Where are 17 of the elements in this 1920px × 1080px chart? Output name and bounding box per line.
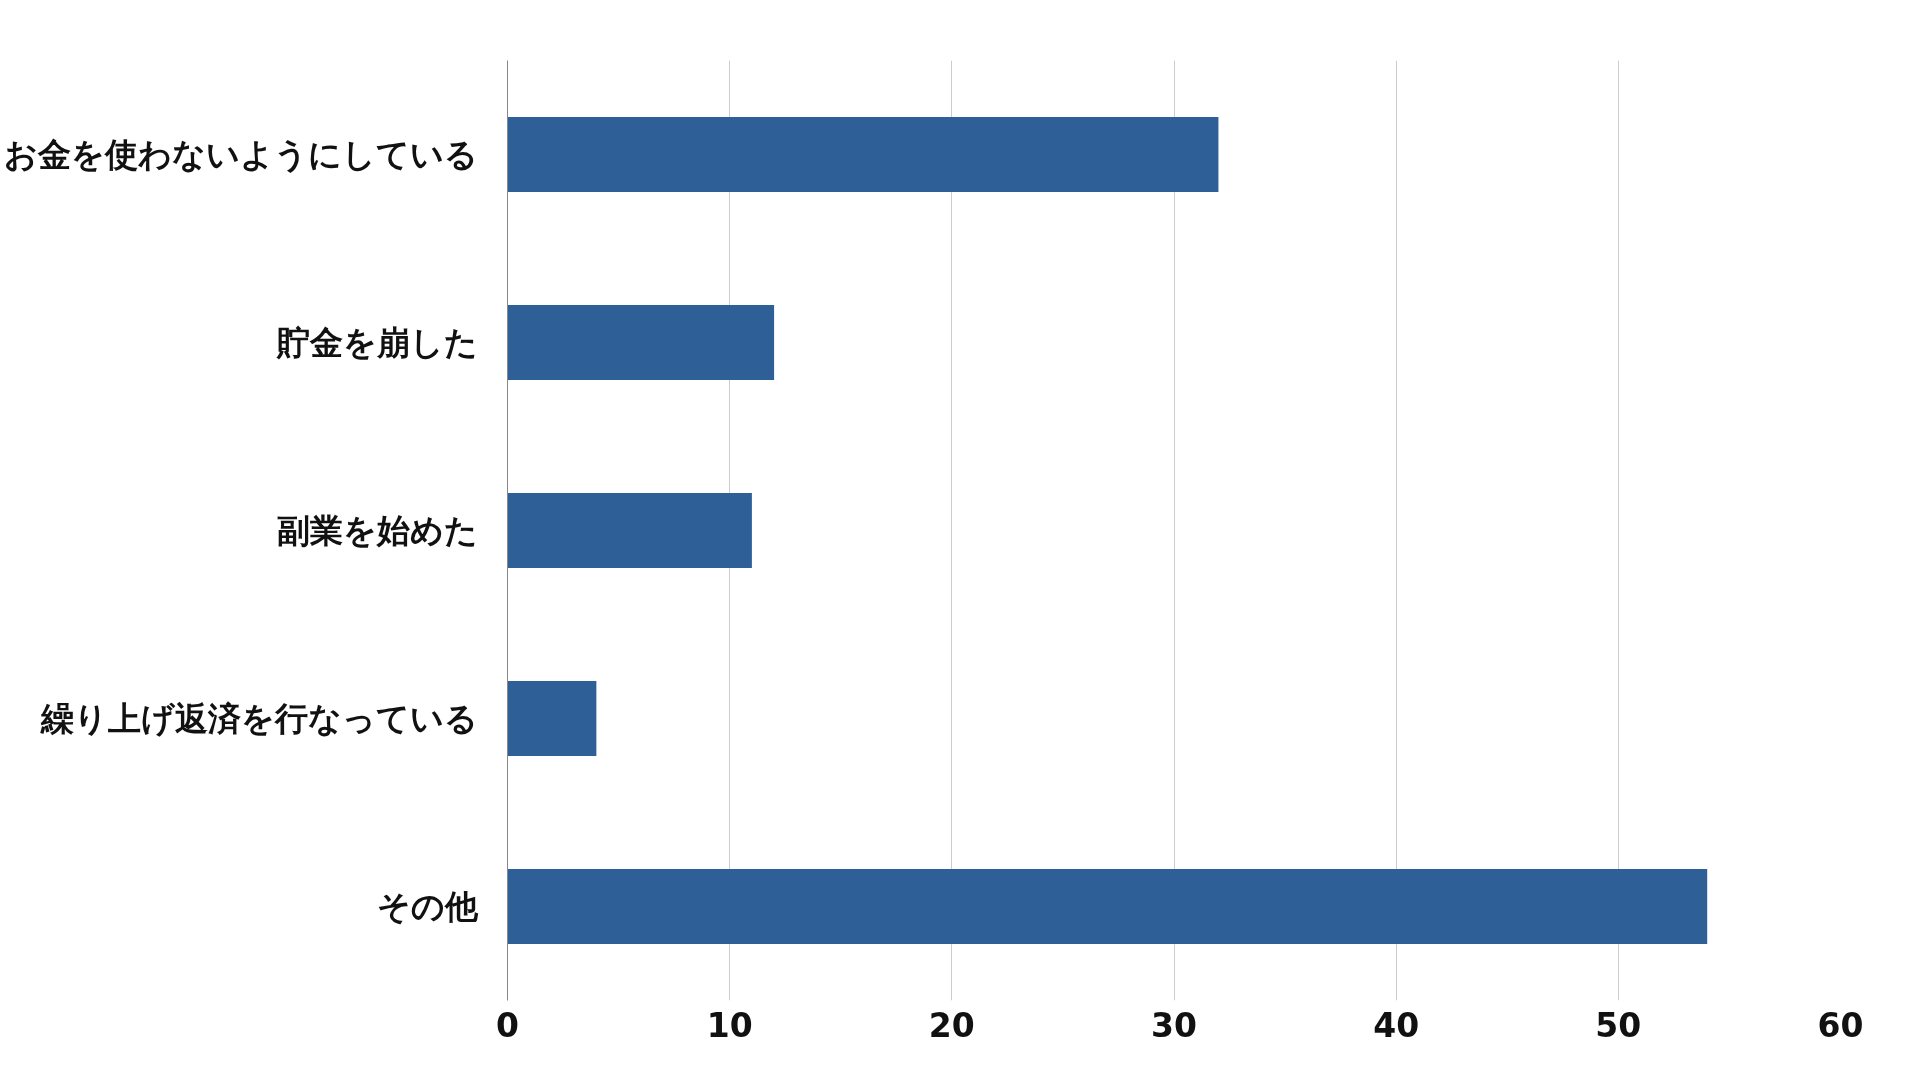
x-tick-label: 0 bbox=[496, 1005, 519, 1045]
x-tick-label: 60 bbox=[1817, 1005, 1864, 1045]
x-tick-label: 40 bbox=[1373, 1005, 1420, 1045]
bar bbox=[507, 680, 597, 757]
bar bbox=[507, 116, 1219, 193]
bar bbox=[507, 304, 775, 381]
x-tick-label: 50 bbox=[1595, 1005, 1642, 1045]
x-tick-label: 30 bbox=[1151, 1005, 1197, 1045]
x-tick-label: 10 bbox=[706, 1005, 753, 1045]
y-tick-label: その他 bbox=[376, 887, 479, 926]
y-tick-label: 繰り上げ返済を行なっている bbox=[39, 699, 478, 738]
y-tick-label: 副業を始めた bbox=[276, 511, 478, 550]
y-tick-label: 貯金を崩した bbox=[275, 323, 478, 362]
x-tick-label: 20 bbox=[928, 1005, 975, 1045]
bar bbox=[507, 868, 1708, 945]
y-tick-label: お金を使わないようにしている bbox=[3, 135, 478, 174]
bar bbox=[507, 492, 752, 569]
